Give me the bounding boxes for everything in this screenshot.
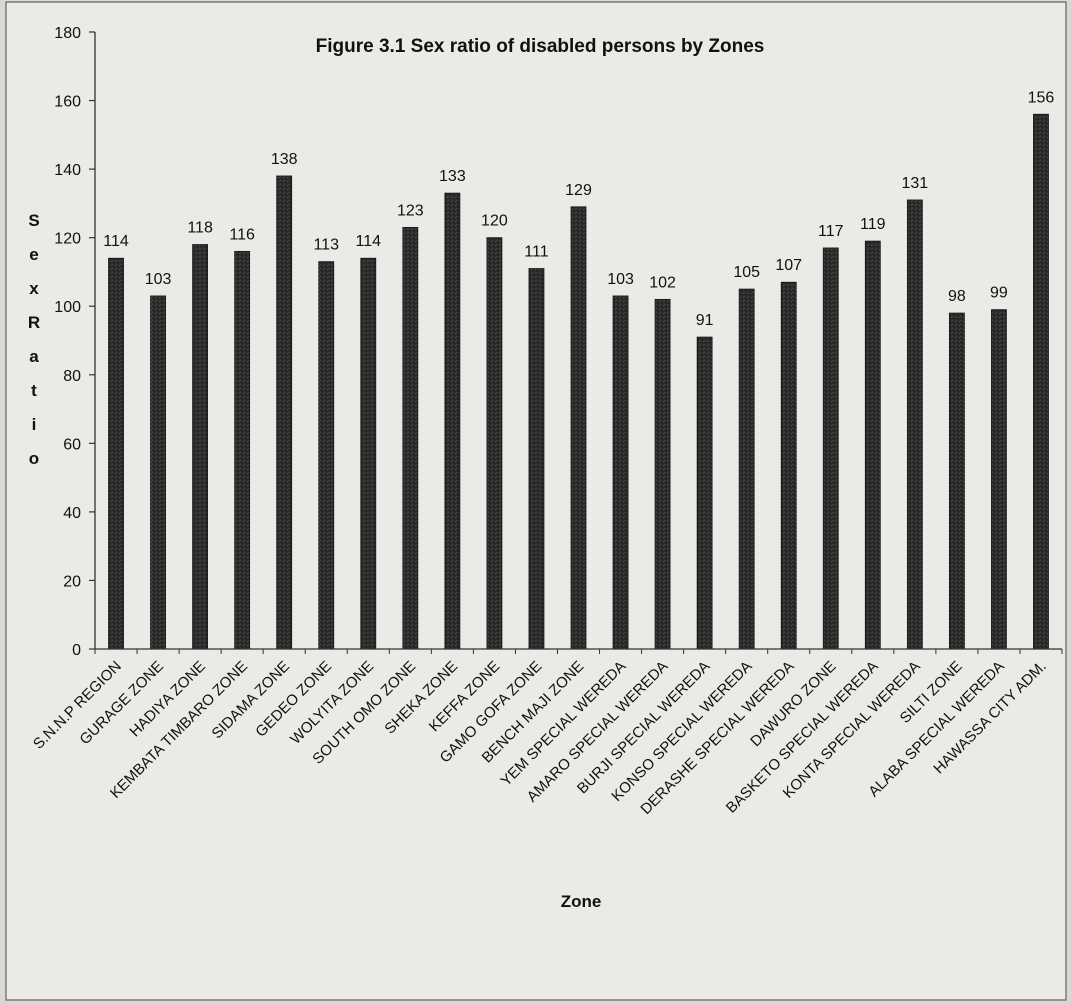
bar — [991, 309, 1007, 650]
y-axis-title-letter: t — [31, 381, 37, 400]
y-tick-label: 20 — [63, 573, 81, 590]
data-label: 156 — [1028, 89, 1055, 106]
bar — [276, 175, 293, 650]
y-tick-label: 180 — [54, 25, 81, 42]
bar — [864, 240, 881, 650]
y-axis-title-letter: a — [29, 347, 39, 366]
y-tick-label: 60 — [63, 436, 81, 453]
bar — [612, 295, 629, 650]
y-tick-label: 100 — [54, 299, 81, 316]
bar — [654, 298, 671, 650]
bar — [570, 206, 587, 650]
data-label: 91 — [696, 312, 714, 329]
data-label: 119 — [860, 216, 886, 233]
data-label: 131 — [901, 175, 928, 192]
bar — [402, 226, 419, 650]
chart-title: Figure 3.1 Sex ratio of disabled persons… — [316, 36, 765, 57]
x-axis-title: Zone — [561, 892, 602, 911]
y-tick-label: 40 — [63, 505, 81, 522]
bar — [780, 281, 797, 650]
y-tick-label: 160 — [54, 94, 81, 111]
bar — [948, 312, 965, 650]
data-label: 103 — [607, 271, 634, 288]
y-axis-title-letter: S — [28, 211, 39, 230]
data-label: 118 — [187, 220, 213, 237]
data-label: 114 — [356, 233, 382, 250]
data-label: 102 — [649, 274, 676, 291]
bar — [234, 250, 251, 650]
data-label: 133 — [439, 168, 466, 185]
data-label: 103 — [145, 271, 172, 288]
bar — [486, 237, 503, 650]
y-axis-title-letter: e — [29, 245, 38, 264]
bar — [906, 199, 923, 650]
data-label: 117 — [818, 223, 844, 240]
bar — [528, 268, 545, 650]
y-tick-label: 140 — [54, 162, 81, 179]
data-label: 105 — [733, 264, 760, 281]
y-tick-label: 0 — [72, 642, 81, 659]
data-label: 114 — [103, 233, 129, 250]
data-label: 129 — [565, 182, 592, 199]
bar — [696, 336, 713, 650]
bar — [192, 244, 209, 650]
y-axis-title-letter: o — [29, 449, 39, 468]
bar — [822, 247, 839, 650]
bar — [1033, 113, 1049, 650]
bar — [150, 295, 166, 650]
y-axis-title-letter: x — [29, 279, 39, 298]
bar — [738, 288, 755, 650]
data-label: 107 — [775, 257, 802, 274]
bar — [444, 192, 461, 650]
data-label: 138 — [271, 151, 298, 168]
data-label: 113 — [313, 237, 339, 254]
y-tick-label: 80 — [63, 368, 81, 385]
data-label: 116 — [229, 226, 255, 243]
data-label: 98 — [948, 288, 966, 305]
y-axis-title-letter: R — [28, 313, 40, 332]
bars — [108, 113, 1049, 650]
bar — [318, 261, 335, 650]
data-labels: 114 103 118 116 138 113 114 123 133 120 111 129 103 1… — [103, 89, 1054, 329]
data-label: 123 — [397, 202, 424, 219]
data-label: 99 — [990, 285, 1008, 302]
data-label: 120 — [481, 213, 508, 230]
y-axis-title-letter: i — [32, 415, 37, 434]
bar — [108, 257, 124, 650]
y-axis: 0 20 40 60 80 100 120 140 160 180 — [54, 25, 96, 659]
y-tick-label: 120 — [54, 231, 81, 248]
bar — [360, 257, 377, 650]
data-label: 111 — [524, 244, 548, 261]
